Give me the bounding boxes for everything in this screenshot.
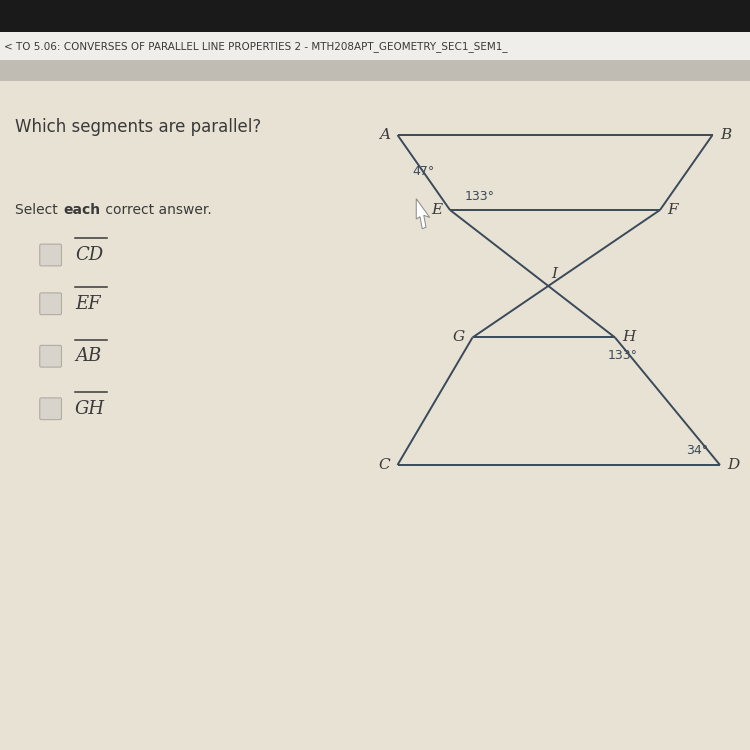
Text: F: F xyxy=(668,203,678,217)
Text: Select: Select xyxy=(15,203,62,217)
Text: 133°: 133° xyxy=(608,349,638,361)
Text: 34°: 34° xyxy=(686,445,708,458)
Text: GH: GH xyxy=(75,400,105,418)
Text: correct answer.: correct answer. xyxy=(101,203,212,217)
Text: D: D xyxy=(728,458,740,472)
Text: EF: EF xyxy=(75,295,100,313)
Text: I: I xyxy=(551,267,557,280)
FancyBboxPatch shape xyxy=(40,292,62,315)
Text: H: H xyxy=(622,331,636,344)
FancyBboxPatch shape xyxy=(40,345,62,367)
Text: E: E xyxy=(431,203,442,217)
FancyBboxPatch shape xyxy=(40,244,62,266)
Text: A: A xyxy=(379,128,390,142)
Bar xyxy=(0,0,750,32)
Bar xyxy=(0,60,750,81)
Bar xyxy=(0,32,750,60)
Text: C: C xyxy=(378,458,390,472)
Polygon shape xyxy=(416,199,430,229)
Text: B: B xyxy=(720,128,731,142)
Text: CD: CD xyxy=(75,246,103,264)
Text: 133°: 133° xyxy=(465,190,495,202)
FancyBboxPatch shape xyxy=(40,398,62,420)
Text: each: each xyxy=(64,203,100,217)
Text: AB: AB xyxy=(75,347,101,365)
Text: < TO 5.06: CONVERSES OF PARALLEL LINE PROPERTIES 2 - MTH208APT_GEOMETRY_SEC1_SEM: < TO 5.06: CONVERSES OF PARALLEL LINE PR… xyxy=(4,40,507,52)
Text: Which segments are parallel?: Which segments are parallel? xyxy=(15,118,261,136)
Text: 47°: 47° xyxy=(413,165,435,178)
Text: G: G xyxy=(453,331,465,344)
